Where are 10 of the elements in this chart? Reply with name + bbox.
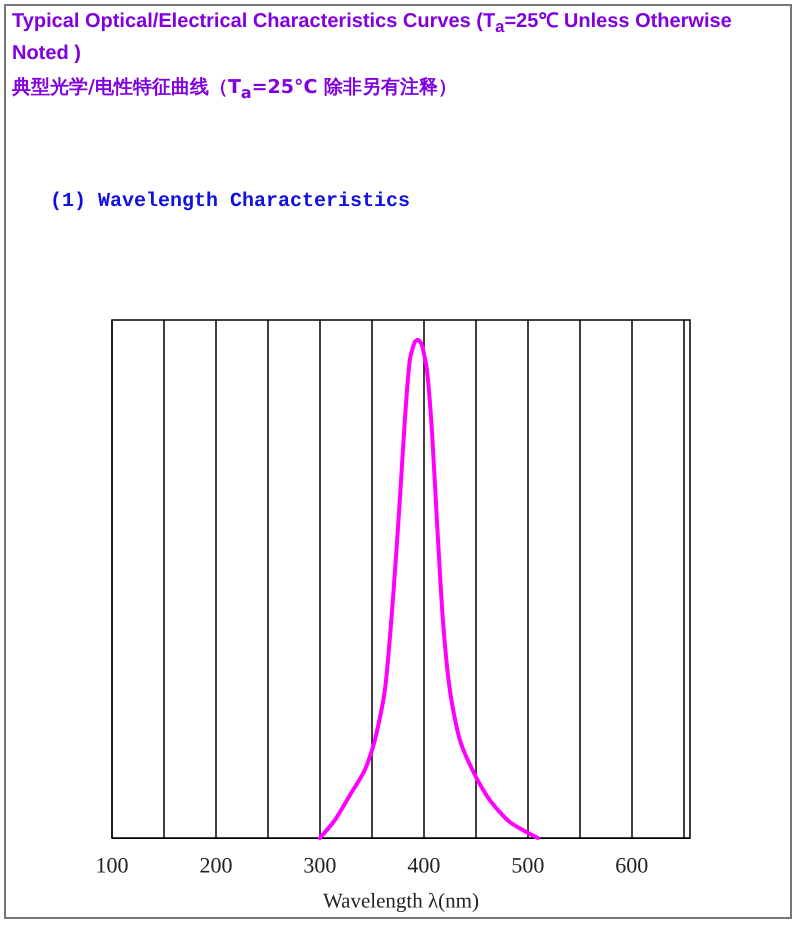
x-tick-label: 300 — [303, 852, 336, 878]
text: (1) Wavelength Characteristics — [50, 190, 410, 213]
chart-title: Typical Optical/Electrical Characteristics Curves (T$_{a}$=25℃ Unless Otherwise Noted ) — [12, 10, 732, 64]
x-tick-label: 500 — [511, 852, 544, 878]
x-axis-title: Wavelength λ(nm) — [322, 888, 480, 912]
x-tick-label: 600 — [615, 852, 648, 878]
x-tick-label: 200 — [199, 852, 232, 878]
x-tick-label: 100 — [96, 852, 128, 878]
x-tick-label: 400 — [407, 852, 440, 878]
chart-subtitle: 典型光学/电性特征曲线（T$_{a}$=25°C 除非另有注释） — [12, 75, 458, 102]
